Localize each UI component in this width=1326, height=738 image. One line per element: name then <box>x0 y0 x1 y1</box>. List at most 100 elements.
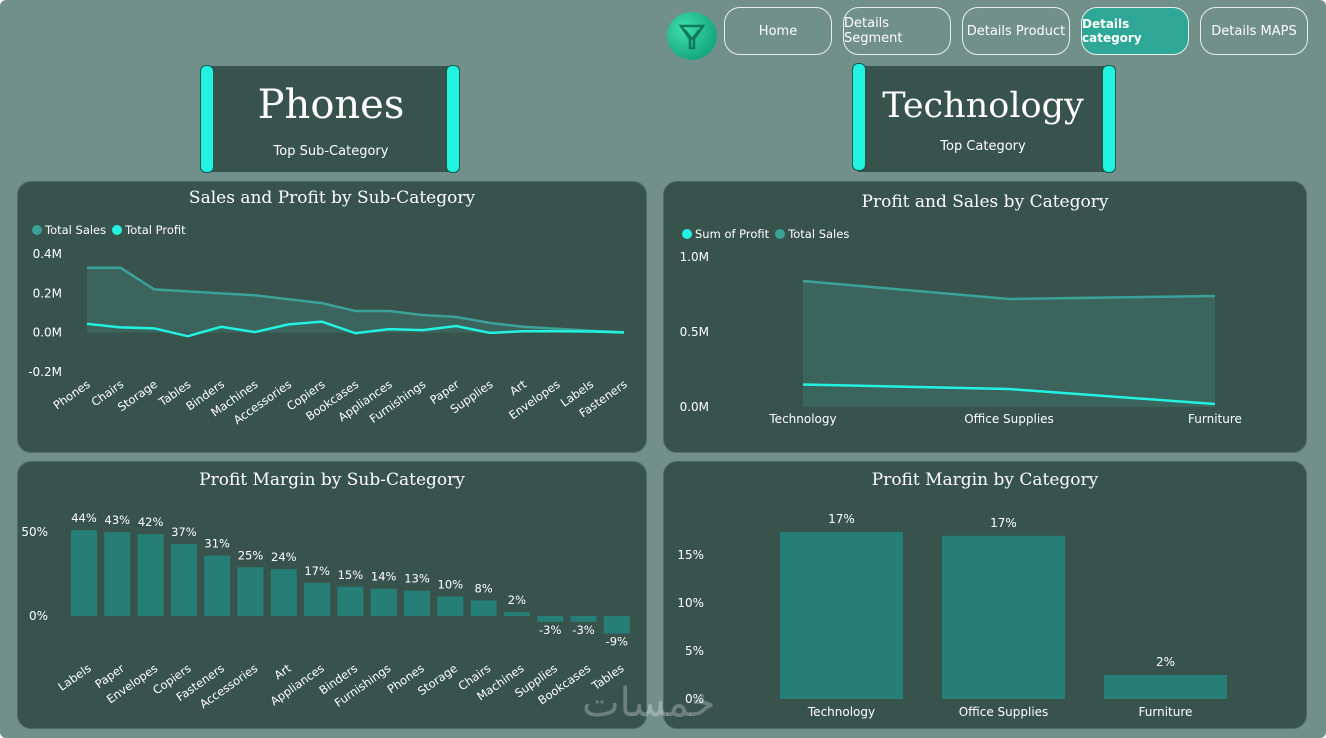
x-tick-label: Office Supplies <box>959 705 1049 719</box>
sales-line <box>802 279 1216 301</box>
bar-value-label: 14% <box>371 570 397 584</box>
kpi-top-subcategory-value: Phones <box>257 82 405 128</box>
bar-value-label: 2% <box>508 593 526 607</box>
nav-details-product-button[interactable]: Details Product <box>962 7 1070 55</box>
kpi-top-subcategory-label: Top Sub-Category <box>273 144 389 159</box>
profit-line <box>802 383 1216 406</box>
watermark-logo: خمسات <box>582 680 716 726</box>
bar-value-label: 13% <box>404 572 430 586</box>
sales-area <box>87 267 624 333</box>
bar-value-label: 37% <box>171 525 197 539</box>
x-tick-label: Art <box>507 377 529 399</box>
bar <box>170 543 197 616</box>
profit-line <box>86 320 625 338</box>
y-tick-label: 0.4M <box>33 247 62 261</box>
y-tick-label: 0% <box>29 609 48 623</box>
legend-dot-icon <box>112 225 123 235</box>
legend-dot-icon <box>775 229 786 239</box>
x-tick-label: Technology <box>768 412 836 426</box>
bar-value-label: 31% <box>204 537 230 551</box>
legend-item-total-sales[interactable]: Total Sales <box>32 223 106 237</box>
bar <box>137 534 164 616</box>
bar-value-label: 43% <box>105 513 131 527</box>
bar <box>570 616 597 622</box>
bar-value-label: 17% <box>304 564 330 578</box>
kpi-top-category-card: Technology Top Category <box>858 66 1108 172</box>
kpi-accent-bar <box>200 65 214 173</box>
legend-label: Total Sales <box>45 223 107 237</box>
sales-profit-subcategory-panel: Sales and Profit by Sub-Category Total S… <box>17 181 647 453</box>
bar <box>503 612 530 616</box>
nav-details-segment-button[interactable]: Details Segment <box>843 7 951 55</box>
bar-value-label: -9% <box>606 635 628 649</box>
kpi-top-subcategory-card: Phones Top Sub-Category <box>205 66 457 172</box>
chart-title: Profit Margin by Category <box>871 470 1099 490</box>
bar <box>404 590 430 616</box>
bar <box>104 532 131 616</box>
y-tick-label: 0.2M <box>33 286 62 300</box>
bar <box>337 586 364 616</box>
bar <box>942 535 1065 699</box>
bar-value-label: 42% <box>138 515 164 529</box>
bar <box>537 616 564 622</box>
bar <box>780 531 903 699</box>
bar-value-label: 17% <box>828 512 855 526</box>
nav-details-category-button[interactable]: Details category <box>1081 7 1189 55</box>
bar-value-label: 17% <box>990 516 1017 530</box>
y-tick-label: 0.5M <box>680 325 709 339</box>
bar <box>71 530 97 616</box>
chart-legend: Total Sales Total Profit <box>32 223 192 237</box>
bar-value-label: 44% <box>71 511 97 525</box>
profit-sales-category-panel: Profit and Sales by Category Sum of Prof… <box>663 181 1307 453</box>
legend-item-sum-of-profit[interactable]: Sum of Profit <box>682 227 769 241</box>
x-tick-label: Furniture <box>1139 705 1193 719</box>
x-tick-label: Furniture <box>1188 412 1242 426</box>
bar-value-label: 24% <box>271 550 297 564</box>
bar <box>204 555 231 616</box>
bar <box>270 569 297 616</box>
x-tick-label: Phones <box>51 377 93 412</box>
legend-item-total-sales[interactable]: Total Sales <box>775 227 849 241</box>
y-tick-label: 1.0M <box>680 250 709 264</box>
bar-value-label: 10% <box>438 578 464 592</box>
profit-sales-category-chart: 1.0M 0.5M 0.0M Technology Office Supplies Fur… <box>680 250 1242 426</box>
logo-icon <box>667 12 717 60</box>
bar <box>1104 675 1227 699</box>
bar-value-label: 15% <box>338 568 364 582</box>
sales-line <box>87 266 625 334</box>
x-tick-label: Technology <box>807 705 875 719</box>
bar-value-label: -3% <box>572 623 594 637</box>
bar <box>304 582 331 616</box>
legend-dot-icon <box>682 229 692 239</box>
chart-title: Profit and Sales by Category <box>861 192 1109 212</box>
profit-margin-subcategory-chart: 50%0%44%Labels43%Paper42%Envelopes37%Cop… <box>21 511 630 711</box>
kpi-accent-bar <box>1102 65 1116 173</box>
y-tick-label: 50% <box>21 525 48 539</box>
chart-title: Profit Margin by Sub-Category <box>199 470 465 490</box>
bar <box>603 616 630 634</box>
chart-legend: Sum of Profit Total Sales <box>682 227 855 241</box>
legend-dot-icon <box>32 225 42 235</box>
kpi-top-category-label: Top Category <box>940 139 1026 154</box>
y-tick-label: -0.2M <box>28 365 62 379</box>
bar <box>437 596 464 616</box>
y-tick-label: 15% <box>677 548 704 562</box>
nav-home-button[interactable]: Home <box>724 7 832 55</box>
bar <box>237 567 264 616</box>
nav-details-maps-button[interactable]: Details MAPS <box>1200 7 1308 55</box>
bar <box>370 588 397 616</box>
legend-item-total-profit[interactable]: Total Profit <box>112 223 186 237</box>
bar <box>470 600 497 616</box>
sales-profit-subcategory-chart: 0.4M0.2M0.0M-0.2MPhonesChairsStorageTabl… <box>28 247 630 427</box>
bar-value-label: 2% <box>1156 655 1175 669</box>
profit-margin-category-panel: Profit Margin by Category 15% 10% 5% 0% 17% T… <box>663 461 1307 729</box>
kpi-accent-bar <box>446 65 460 173</box>
chart-title: Sales and Profit by Sub-Category <box>188 188 476 208</box>
x-tick-label: Labels <box>55 661 93 694</box>
sales-area <box>803 281 1215 407</box>
y-tick-label: 0% <box>685 692 704 706</box>
legend-label: Total Profit <box>125 223 186 237</box>
kpi-accent-bar <box>852 63 866 171</box>
bar-value-label: 25% <box>238 548 264 562</box>
